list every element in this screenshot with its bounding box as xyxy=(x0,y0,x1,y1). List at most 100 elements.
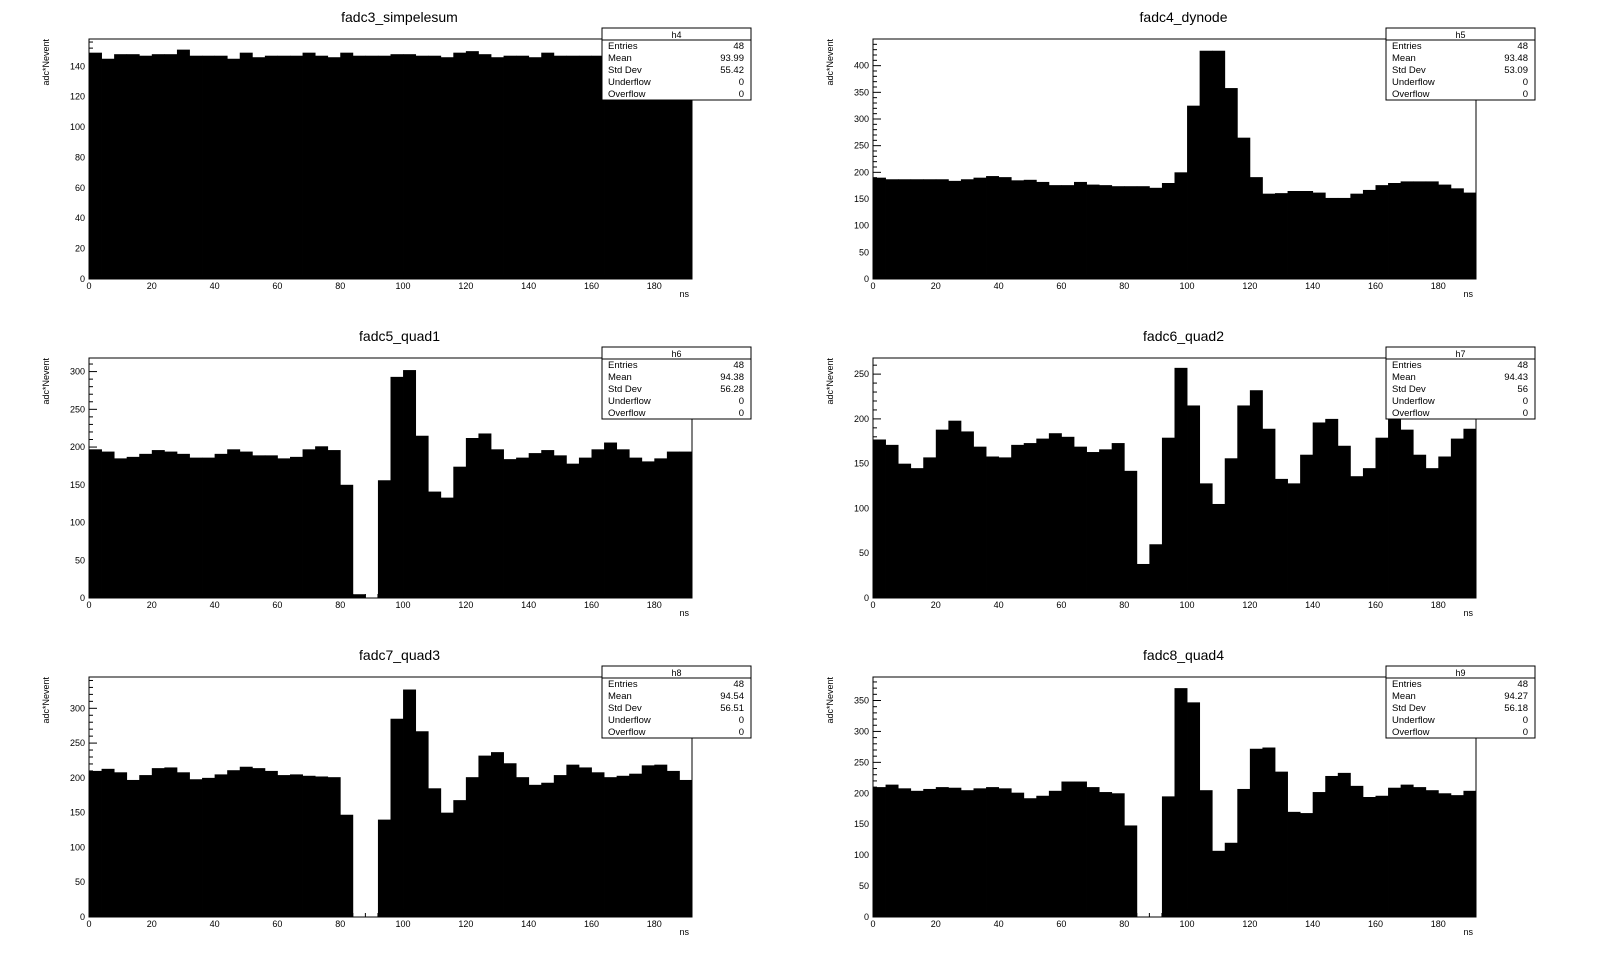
histogram-bar xyxy=(126,54,140,279)
histogram-bar xyxy=(1061,436,1075,598)
stats-overflow-label: Overflow xyxy=(608,727,646,738)
histogram-bar xyxy=(252,768,266,917)
histogram-bar xyxy=(1061,185,1075,279)
histogram-bar xyxy=(1023,179,1037,279)
histogram-bar xyxy=(277,775,291,917)
histogram-bar xyxy=(114,772,128,917)
histogram-bar xyxy=(264,455,278,598)
histogram-bar xyxy=(390,376,404,598)
histogram-bar xyxy=(302,52,316,280)
histogram-bar xyxy=(1212,850,1226,917)
histogram-bar xyxy=(1337,197,1351,279)
histogram-bar xyxy=(1262,193,1276,279)
histogram-bar xyxy=(1249,748,1263,917)
histogram-bar xyxy=(440,812,454,917)
x-tick-label: 60 xyxy=(272,600,282,610)
histogram-bar xyxy=(566,764,580,917)
x-tick-label: 140 xyxy=(521,600,536,610)
histogram-bar xyxy=(654,55,668,279)
x-tick-label: 100 xyxy=(396,919,411,929)
histogram-bar xyxy=(541,52,555,280)
y-tick-label: 80 xyxy=(75,152,85,162)
histogram-bar xyxy=(151,768,165,917)
histogram-bar xyxy=(935,179,949,279)
histogram-bar xyxy=(1086,184,1100,279)
histogram-bar xyxy=(898,463,912,598)
x-tick-label: 80 xyxy=(335,281,345,291)
y-tick-label: 300 xyxy=(70,367,85,377)
stats-overflow-label: Overflow xyxy=(1392,89,1430,100)
stats-stddev-label: Std Dev xyxy=(1392,384,1426,395)
histogram-bar xyxy=(415,55,429,279)
stats-stddev-value: 53.09 xyxy=(1504,65,1528,76)
histogram-bar xyxy=(986,456,1000,598)
histogram-bar xyxy=(1300,813,1314,917)
y-tick-label: 50 xyxy=(859,881,869,891)
histogram-bar xyxy=(1287,483,1301,598)
histogram-bar xyxy=(390,718,404,917)
x-tick-label: 20 xyxy=(931,919,941,929)
stats-underflow-value: 0 xyxy=(739,77,744,88)
y-tick-label: 300 xyxy=(70,703,85,713)
histogram-bar xyxy=(541,450,555,598)
stats-entries-value: 48 xyxy=(733,679,744,690)
histogram-bar xyxy=(1224,88,1238,279)
histogram-bar xyxy=(377,819,391,917)
y-tick-label: 120 xyxy=(70,92,85,102)
stats-mean-label: Mean xyxy=(1392,372,1416,383)
histogram-bar xyxy=(654,458,668,598)
x-axis-label: ns xyxy=(679,927,689,937)
x-tick-label: 60 xyxy=(1056,919,1066,929)
stats-histogram-name: h8 xyxy=(671,668,681,678)
histogram-bar xyxy=(428,55,442,279)
histogram-bar xyxy=(491,449,504,598)
histogram-bar xyxy=(1187,105,1201,280)
stats-box: h5 Entries 48 Mean 93.48 Std Dev 53.09 Underflo… xyxy=(1385,27,1536,101)
histogram-bar xyxy=(290,456,303,598)
histogram-bar xyxy=(227,770,241,917)
histogram-bar xyxy=(641,55,655,279)
x-tick-label: 20 xyxy=(147,919,157,929)
histogram-bar xyxy=(1136,186,1150,279)
x-tick-label: 140 xyxy=(521,919,536,929)
stats-underflow-value: 0 xyxy=(1523,396,1528,407)
chart-title: fadc7_quad3 xyxy=(359,647,440,663)
x-tick-label: 20 xyxy=(147,600,157,610)
histogram-bar xyxy=(89,449,102,598)
histogram-bar xyxy=(1048,185,1062,279)
histogram-bar xyxy=(214,774,228,917)
histogram-bar xyxy=(453,52,467,280)
histogram-bar xyxy=(1023,443,1037,598)
histogram-bar xyxy=(935,429,949,598)
stats-overflow-value: 0 xyxy=(1523,408,1528,419)
histogram-bar xyxy=(528,453,542,598)
x-tick-label: 20 xyxy=(147,281,157,291)
x-tick-label: 180 xyxy=(1431,281,1446,291)
histogram-bar xyxy=(1249,390,1263,598)
x-axis-label: ns xyxy=(1463,927,1473,937)
histogram-bar xyxy=(1011,444,1025,598)
histogram-bar xyxy=(1199,483,1213,598)
histogram-bar xyxy=(553,455,567,598)
histogram-bar xyxy=(885,784,899,917)
histogram-bar xyxy=(1161,437,1175,598)
x-tick-label: 80 xyxy=(335,600,345,610)
histogram-bar xyxy=(202,777,216,917)
histogram-bar xyxy=(415,731,429,917)
histogram-bar xyxy=(1375,795,1389,917)
stats-entries-label: Entries xyxy=(1392,679,1422,690)
histogram-bar xyxy=(666,770,680,917)
y-tick-label: 50 xyxy=(859,247,869,257)
stats-overflow-value: 0 xyxy=(739,89,744,100)
histogram-bar xyxy=(1187,405,1201,598)
stats-entries-label: Entries xyxy=(1392,41,1422,52)
y-tick-label: 350 xyxy=(854,696,869,706)
x-tick-label: 140 xyxy=(1305,281,1320,291)
stats-mean-label: Mean xyxy=(608,372,632,383)
stats-underflow-label: Underflow xyxy=(608,396,651,407)
histogram-bar xyxy=(239,451,253,598)
histogram-bar xyxy=(1074,181,1087,279)
histogram-bar xyxy=(1312,792,1326,917)
histogram-bar xyxy=(252,455,266,598)
histogram-bar xyxy=(214,55,228,279)
